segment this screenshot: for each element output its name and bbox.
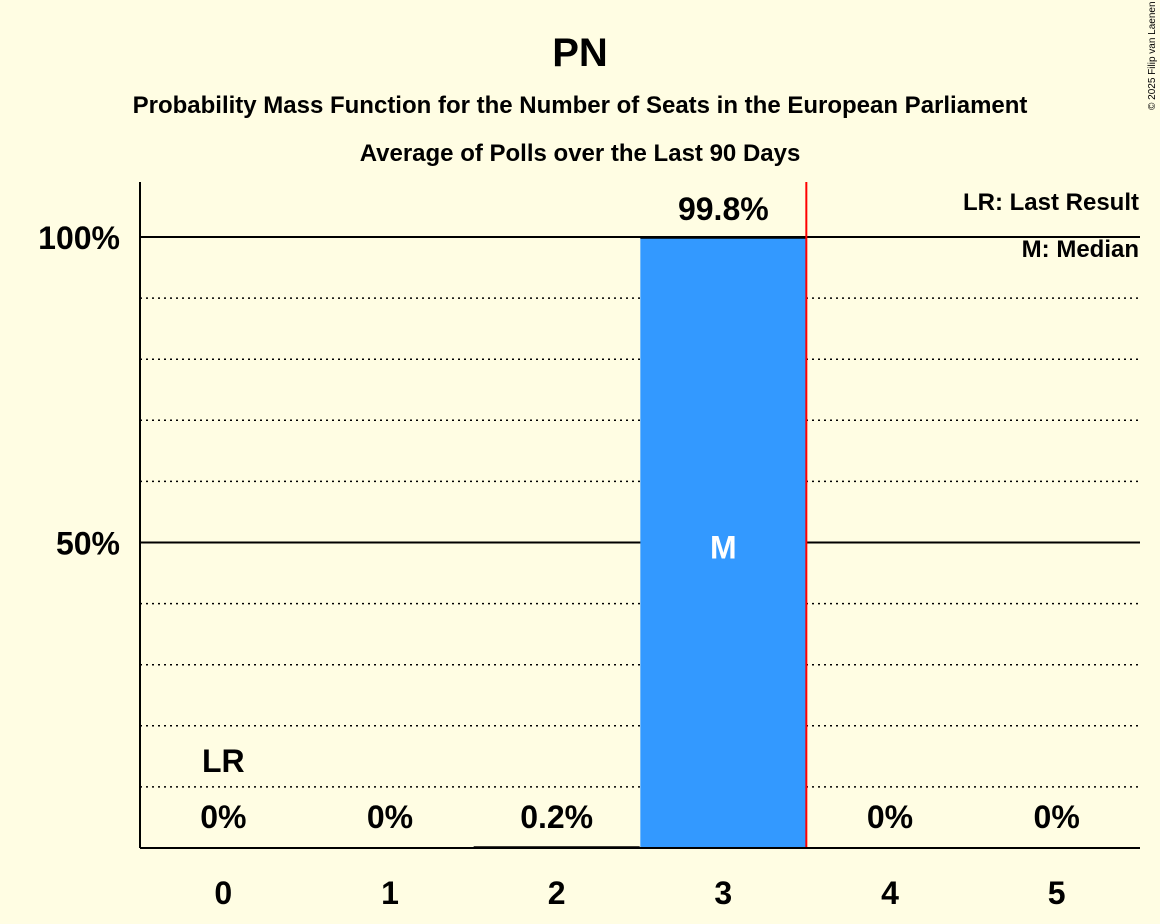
bar-3 <box>640 238 807 849</box>
axes <box>139 182 1140 849</box>
x-tick-label: 2 <box>548 875 566 911</box>
x-tick-label: 3 <box>714 875 732 911</box>
chart-subtitle-2: Average of Polls over the Last 90 Days <box>360 140 801 167</box>
copyright-note: © 2025 Filip van Laenen <box>1147 1 1158 110</box>
chart-title: PN <box>552 31 608 75</box>
legend-last-result: LR: Last Result <box>963 189 1139 216</box>
median-label: M <box>710 530 737 566</box>
legend-median: M: Median <box>1022 236 1139 263</box>
x-tick-label: 1 <box>381 875 399 911</box>
labels: 50%100%0 1 2 3 4 50% 0% 0.2%99.8%0% 0%MLR <box>38 191 1080 911</box>
x-tick-label: 4 <box>881 875 899 911</box>
value-label: 0% <box>1034 799 1080 835</box>
bars <box>473 237 807 849</box>
last-result-label: LR <box>202 743 245 779</box>
value-label: 0% <box>367 799 413 835</box>
y-tick-label: 50% <box>56 526 120 562</box>
value-label: 99.8% <box>678 191 769 227</box>
x-tick-label: 0 <box>214 875 232 911</box>
y-tick-label: 100% <box>38 220 120 256</box>
value-label: 0% <box>867 799 913 835</box>
x-tick-label: 5 <box>1048 875 1066 911</box>
chart-subtitle: Probability Mass Function for the Number… <box>133 92 1028 119</box>
value-label: 0% <box>200 799 246 835</box>
grid <box>140 236 1140 788</box>
value-label: 0.2% <box>520 799 593 835</box>
